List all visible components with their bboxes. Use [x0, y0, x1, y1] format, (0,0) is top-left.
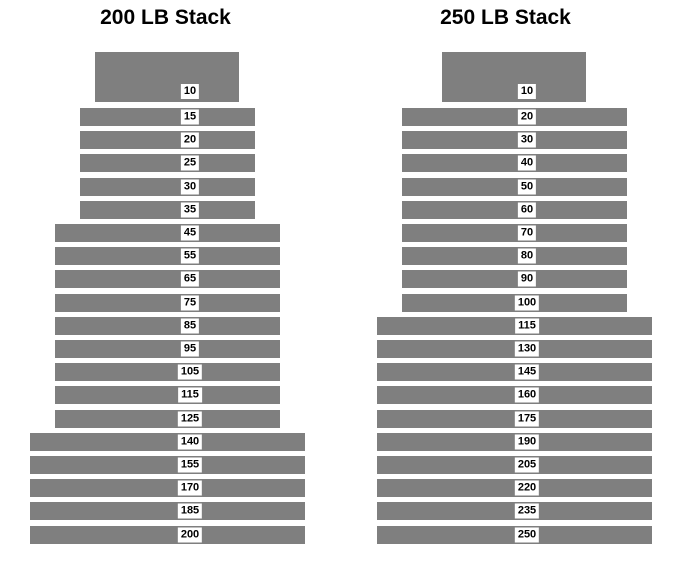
- weight-label: 50: [517, 179, 537, 195]
- weight-plate: 235: [376, 502, 652, 521]
- stack-title: 250 LB Stack: [440, 6, 571, 29]
- weight-plate: 20: [401, 108, 627, 126]
- weight-plate: 175: [376, 409, 652, 428]
- weight-label: 20: [180, 132, 200, 148]
- weight-plate: 70: [401, 224, 627, 242]
- weight-label: 15: [180, 109, 200, 125]
- weight-label: 80: [517, 248, 537, 264]
- weight-label: 220: [514, 480, 540, 496]
- weight-label: 75: [180, 295, 200, 311]
- weight-plate: 250: [376, 525, 652, 544]
- weight-label: 200: [177, 527, 203, 543]
- weight-plate: 145: [376, 363, 652, 382]
- weight-plate: 125: [54, 409, 280, 428]
- weight-plate: 85: [54, 316, 280, 335]
- weight-label: 100: [514, 295, 540, 311]
- stack-title: 200 LB Stack: [100, 6, 231, 29]
- weight-label: 30: [180, 179, 200, 195]
- weight-label: 30: [517, 132, 537, 148]
- weight-label: 145: [514, 364, 540, 380]
- weight-plate: 20: [79, 131, 255, 150]
- weight-label: 35: [180, 202, 200, 218]
- weight-label: 10: [180, 84, 200, 99]
- weight-plate: 55: [54, 247, 280, 266]
- weight-label: 130: [514, 341, 540, 357]
- weight-plate: 90: [401, 270, 627, 289]
- weight-plate: 60: [401, 200, 627, 219]
- weight-label: 90: [517, 271, 537, 287]
- weight-label: 65: [180, 271, 200, 287]
- weight-plate: 45: [54, 224, 280, 242]
- weight-plate: 95: [54, 340, 280, 358]
- weight-label: 170: [177, 480, 203, 496]
- weight-label: 115: [178, 387, 202, 403]
- weight-plate: 30: [79, 177, 255, 196]
- weight-label: 160: [514, 387, 540, 403]
- weight-plate: 200: [29, 525, 305, 544]
- weight-label: 10: [517, 84, 537, 99]
- weight-plate: 30: [401, 131, 627, 150]
- weight-label: 235: [514, 503, 540, 519]
- weight-plate: 100: [401, 293, 627, 312]
- weight-label: 205: [514, 457, 540, 473]
- weight-plate: 10: [95, 52, 239, 102]
- weight-label: 125: [177, 411, 203, 427]
- weight-label: 40: [517, 155, 537, 171]
- weight-label: 70: [517, 225, 537, 241]
- weight-plate: 220: [376, 479, 652, 498]
- weight-plate: 65: [54, 270, 280, 289]
- weight-plate: 50: [401, 177, 627, 196]
- weight-label: 115: [515, 318, 539, 334]
- weight-label: 155: [177, 457, 203, 473]
- weight-plate: 40: [401, 154, 627, 173]
- weight-plate: 75: [54, 293, 280, 312]
- weight-plate: 35: [79, 200, 255, 219]
- weight-label: 45: [180, 225, 200, 241]
- weight-plate: 130: [376, 340, 652, 358]
- weight-label: 20: [517, 109, 537, 125]
- weight-plate: 190: [376, 432, 652, 451]
- weight-plate: 80: [401, 247, 627, 266]
- weight-label: 85: [180, 318, 200, 334]
- weight-plate: 205: [376, 456, 652, 474]
- weight-plate: 140: [29, 432, 305, 451]
- weight-label: 60: [517, 202, 537, 218]
- weight-plate: 15: [79, 108, 255, 126]
- weight-label: 250: [514, 527, 540, 543]
- weight-label: 95: [180, 341, 200, 357]
- weight-label: 140: [177, 434, 203, 450]
- weight-label: 185: [177, 503, 203, 519]
- weight-plate: 170: [29, 479, 305, 498]
- weight-label: 55: [180, 248, 200, 264]
- weight-plate: 10: [442, 52, 586, 102]
- weight-plate: 160: [376, 386, 652, 405]
- weight-plate: 115: [376, 316, 652, 335]
- weight-plate: 115: [54, 386, 280, 405]
- weight-label: 105: [177, 364, 203, 380]
- weight-plate: 25: [79, 154, 255, 173]
- weight-label: 190: [514, 434, 540, 450]
- weight-label: 175: [514, 411, 540, 427]
- weight-plate: 155: [29, 456, 305, 474]
- weight-label: 25: [180, 155, 200, 171]
- weight-plate: 105: [54, 363, 280, 382]
- weight-plate: 185: [29, 502, 305, 521]
